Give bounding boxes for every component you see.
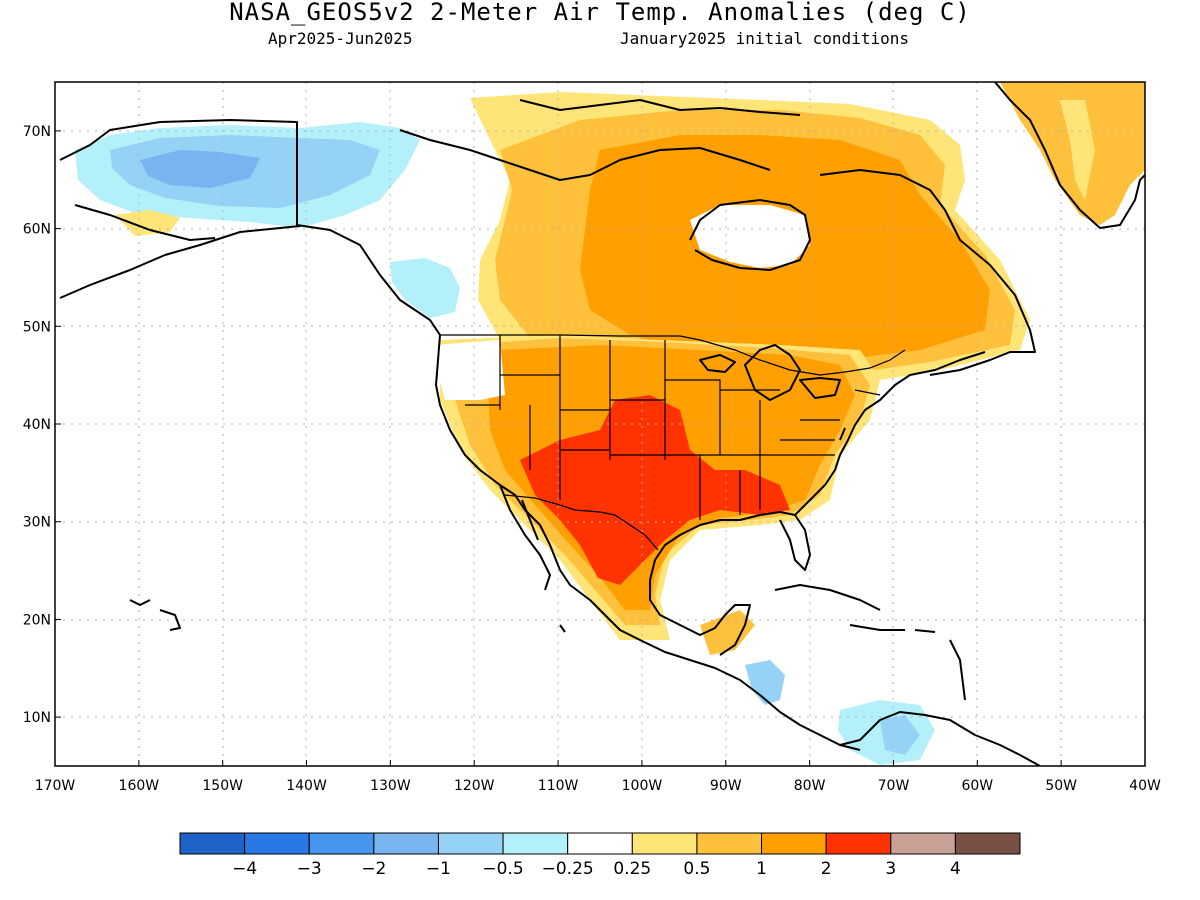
colorbar-label: −2 bbox=[361, 859, 386, 879]
south-america-coast bbox=[839, 711, 1041, 766]
central-america-cool bbox=[745, 660, 785, 705]
colorbar-label: 3 bbox=[885, 859, 896, 879]
gulf-coast bbox=[649, 511, 811, 656]
us-canada-border bbox=[440, 334, 906, 376]
colorbar-segment bbox=[502, 832, 569, 855]
colorbar-segment bbox=[954, 832, 1021, 855]
lon-label: 60W bbox=[961, 778, 993, 794]
anomaly-field bbox=[75, 82, 1145, 765]
lon-label: 130W bbox=[370, 778, 411, 794]
lon-label: 120W bbox=[454, 778, 495, 794]
coastlines bbox=[59, 82, 1145, 766]
longitude-axis: 170W 160W 150W 140W 130W 120W 110W 100W 90W 80W 70… bbox=[35, 760, 1161, 794]
graticule bbox=[55, 82, 1145, 766]
lon-label: 170W bbox=[35, 778, 76, 794]
lat-label: 50N bbox=[23, 319, 51, 335]
great-lakes bbox=[699, 344, 841, 401]
labrador-coast bbox=[819, 169, 1036, 376]
colorbar: −4 −3 −2 −1 −0.5 −0.25 0.25 0.5 1 2 3 4 bbox=[179, 832, 1021, 879]
lat-label: 30N bbox=[23, 515, 51, 531]
southwest-hot-anomaly bbox=[520, 395, 790, 585]
lon-label: 50W bbox=[1045, 778, 1077, 794]
lon-label: 150W bbox=[202, 778, 243, 794]
lon-label: 100W bbox=[622, 778, 663, 794]
caribbean-core-cool bbox=[880, 715, 920, 755]
us-west-coast bbox=[435, 334, 861, 751]
colorbar-segment bbox=[437, 832, 504, 855]
east-coast bbox=[794, 351, 986, 516]
lon-label: 140W bbox=[286, 778, 327, 794]
colorbar-label: −0.5 bbox=[482, 859, 523, 879]
state-lines bbox=[465, 335, 881, 520]
colorbar-segment bbox=[567, 832, 633, 855]
arctic-canada-coast bbox=[399, 99, 801, 181]
greenland-pale-strip bbox=[1060, 100, 1095, 200]
colorbar-label: −3 bbox=[297, 859, 322, 879]
lon-label: 40W bbox=[1129, 778, 1161, 794]
lon-label: 160W bbox=[119, 778, 160, 794]
initial-conditions: January2025 initial conditions bbox=[620, 29, 909, 48]
lat-label: 60N bbox=[23, 222, 51, 238]
lat-label: 20N bbox=[23, 612, 51, 628]
colorbar-label: 0.25 bbox=[613, 859, 651, 879]
colorbar-segment bbox=[696, 832, 763, 855]
colorbar-segment bbox=[890, 832, 956, 855]
colorbar-label: 0.5 bbox=[683, 859, 710, 879]
lat-label: 40N bbox=[23, 417, 51, 433]
bc-cool-patch bbox=[390, 258, 460, 318]
pacific-nw-blank bbox=[435, 340, 505, 400]
latitude-axis: 70N 60N 50N 40N 30N 20N 10N bbox=[23, 124, 61, 726]
map-title: NASA_GEOS5v2 2-Meter Air Temp. Anomalies… bbox=[229, 0, 971, 26]
hudson-bay-blank bbox=[690, 205, 810, 268]
forecast-period: Apr2025-Jun2025 bbox=[268, 29, 413, 48]
lon-label: 110W bbox=[538, 778, 579, 794]
colorbar-segment bbox=[179, 832, 246, 855]
aleutian-warm-patch bbox=[115, 210, 180, 236]
colorbar-segment bbox=[308, 832, 375, 855]
lon-label: 70W bbox=[878, 778, 910, 794]
colorbar-label: 2 bbox=[821, 859, 832, 879]
colorbar-label: −0.25 bbox=[542, 859, 594, 879]
colorbar-segment bbox=[244, 832, 310, 855]
hudson-bay-coast bbox=[689, 199, 811, 271]
colorbar-label: 1 bbox=[756, 859, 767, 879]
lat-label: 70N bbox=[23, 124, 51, 140]
yucatan-warm bbox=[700, 610, 755, 655]
colorbar-label: −1 bbox=[426, 859, 451, 879]
lat-label: 10N bbox=[23, 710, 51, 726]
caribbean-islands bbox=[129, 584, 966, 701]
colorbar-label: −4 bbox=[232, 859, 257, 879]
us-mexico-border bbox=[504, 494, 659, 551]
colorbar-label: 4 bbox=[950, 859, 961, 879]
lon-label: 90W bbox=[710, 778, 742, 794]
political-borders bbox=[440, 334, 906, 551]
alaska-core-anomaly bbox=[140, 150, 260, 188]
colorbar-segment bbox=[631, 832, 698, 855]
baja-coast bbox=[499, 484, 551, 591]
greenland-coast bbox=[994, 82, 1145, 229]
colorbar-segment bbox=[761, 832, 827, 855]
colorbar-segment bbox=[825, 832, 892, 855]
colorbar-segment bbox=[373, 832, 439, 855]
lon-label: 80W bbox=[794, 778, 826, 794]
